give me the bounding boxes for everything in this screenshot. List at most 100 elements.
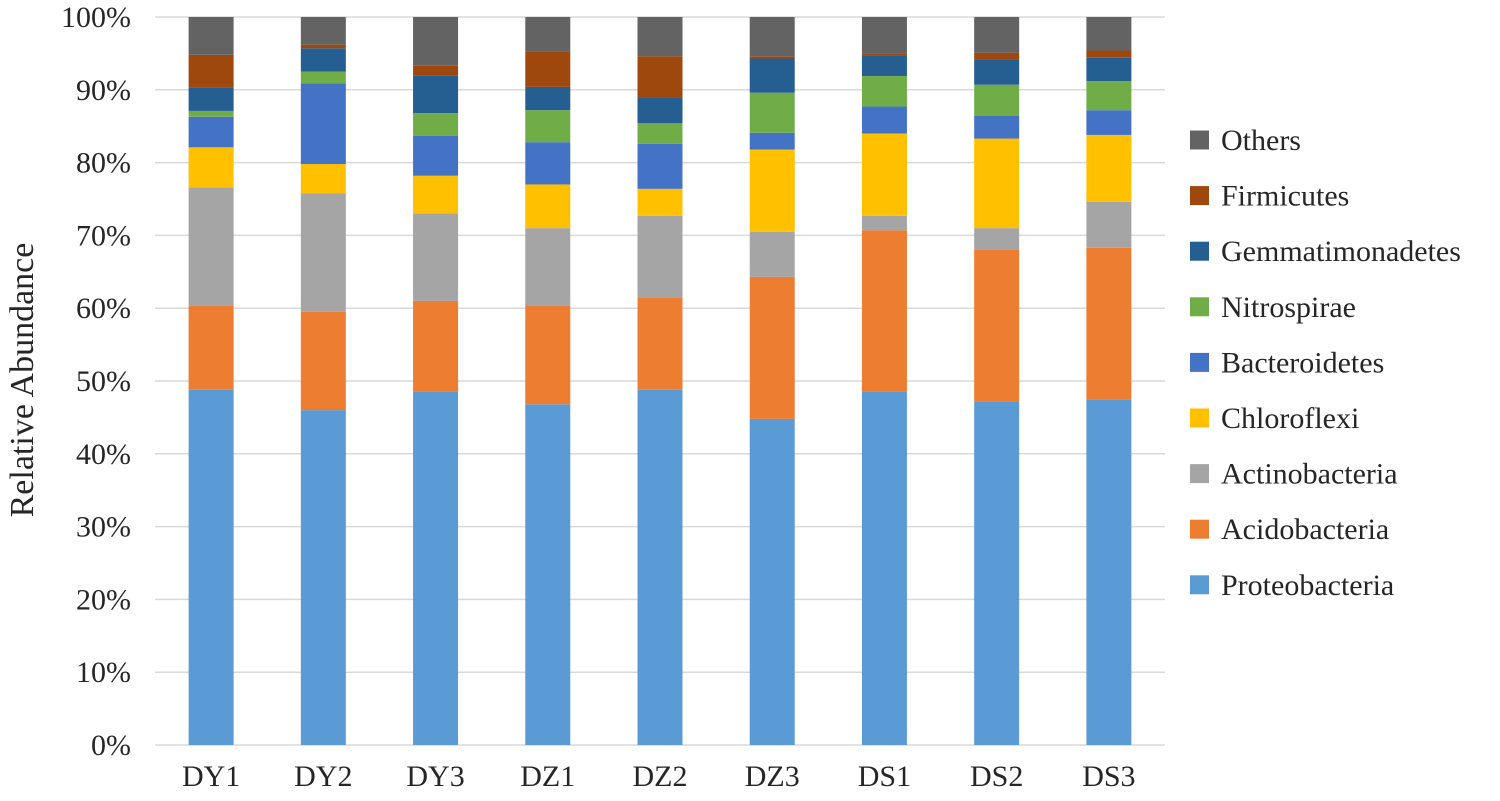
legend-label: Proteobacteria — [1221, 569, 1394, 602]
bar-segment — [749, 92, 795, 133]
bar-segment — [300, 193, 346, 312]
bar-segment — [300, 164, 346, 194]
legend-swatch — [1190, 297, 1209, 317]
legend-label: Chloroflexi — [1221, 402, 1359, 435]
bars — [188, 17, 1132, 745]
bar-segment — [525, 142, 571, 185]
bar-segment — [637, 56, 683, 98]
bar-segment — [525, 51, 571, 87]
bar-segment — [974, 116, 1020, 139]
x-category-label: DY3 — [406, 760, 464, 793]
legend-label: Gemmatimonadetes — [1221, 235, 1461, 268]
bar-segment — [637, 97, 683, 124]
bar-segment — [749, 56, 795, 59]
bar-segment — [974, 401, 1020, 745]
bar-segment — [525, 184, 571, 229]
bar-segment — [861, 55, 907, 76]
bar-segment — [861, 391, 907, 745]
bar-segment — [861, 53, 907, 56]
bar-segment — [974, 52, 1020, 60]
bar-segment — [188, 17, 234, 55]
bar-segment — [413, 213, 459, 301]
bar-segment — [300, 48, 346, 72]
y-tick-label: 70% — [76, 219, 131, 252]
x-category-label: DY1 — [182, 760, 240, 793]
bar-segment — [974, 84, 1020, 117]
legend-label: Bacteroidetes — [1221, 346, 1384, 379]
bar-segment — [413, 135, 459, 176]
y-tick-label: 40% — [76, 438, 131, 471]
bar-segment — [637, 143, 683, 189]
legend-label: Firmicutes — [1221, 180, 1349, 213]
bar-segment — [413, 113, 459, 136]
bar-segment — [637, 297, 683, 390]
bar-segment — [1086, 81, 1132, 111]
y-tick-label: 20% — [76, 583, 131, 616]
bar-segment — [637, 17, 683, 57]
bar-segment — [749, 17, 795, 57]
x-category-label: DS2 — [970, 760, 1023, 793]
bar-segment — [413, 175, 459, 214]
legend-swatch — [1190, 408, 1209, 428]
bar-segment — [525, 110, 571, 143]
bar-segment — [1086, 399, 1132, 745]
y-tick-label: 0% — [91, 729, 131, 762]
legend-swatch — [1190, 464, 1209, 484]
bar-segment — [1086, 201, 1132, 248]
x-category-label: DZ3 — [745, 760, 800, 793]
bar-segment — [300, 311, 346, 411]
bar-segment — [300, 44, 346, 49]
bar-segment — [188, 389, 234, 745]
bar-segment — [413, 391, 459, 745]
bar-segment — [525, 17, 571, 52]
legend-swatch — [1190, 130, 1209, 150]
x-category-label: DZ2 — [633, 760, 688, 793]
bar-segment — [974, 17, 1020, 53]
legend-label: Nitrospirae — [1221, 291, 1356, 324]
bar-segment — [188, 147, 234, 188]
bar-segment — [637, 389, 683, 745]
bar-segment — [188, 87, 234, 111]
bar-segment — [1086, 17, 1132, 51]
bar-segment — [637, 215, 683, 298]
legend-swatch — [1190, 575, 1209, 595]
bar-segment — [300, 17, 346, 45]
bar-segment — [1086, 247, 1132, 400]
bar-segment — [749, 231, 795, 277]
y-tick-label: 50% — [76, 365, 131, 398]
bar-segment — [188, 187, 234, 307]
bar-segment — [861, 133, 907, 216]
bar-segment — [749, 132, 795, 150]
bar-segment — [1086, 50, 1132, 58]
legend-label: Others — [1221, 124, 1301, 157]
bar-segment — [525, 306, 571, 405]
x-category-label: DY2 — [294, 760, 352, 793]
bar-segment — [637, 188, 683, 216]
bar-segment — [749, 418, 795, 745]
bar-segment — [974, 249, 1020, 402]
bar-segment — [188, 110, 234, 117]
y-tick-label: 10% — [76, 656, 131, 689]
bar-segment — [188, 54, 234, 88]
x-category-label: DZ1 — [520, 760, 575, 793]
bar-segment — [1086, 57, 1132, 82]
legend-label: Acidobacteria — [1221, 513, 1389, 546]
bar-segment — [525, 404, 571, 745]
y-tick-label: 100% — [61, 1, 131, 34]
x-category-label: DS1 — [858, 760, 911, 793]
bar-segment — [300, 83, 346, 165]
bar-segment — [188, 116, 234, 148]
bar-segment — [413, 65, 459, 76]
x-axis-categories: DY1 DY2 DY3 DZ1 DZ2 DZ3 DS1 DS2 DS3 — [182, 760, 1136, 793]
bar-segment — [749, 276, 795, 419]
bar-segment — [637, 123, 683, 144]
bar-segment — [861, 230, 907, 392]
bar-segment — [861, 215, 907, 231]
bar-segment — [861, 17, 907, 54]
y-tick-label: 90% — [76, 74, 131, 107]
y-tick-label: 30% — [76, 511, 131, 544]
bar-segment — [413, 300, 459, 392]
legend-swatch — [1190, 519, 1209, 539]
bar-segment — [861, 106, 907, 134]
legend: Others Firmicutes Gemmatimonadetes Nitrospi… — [1190, 124, 1461, 602]
